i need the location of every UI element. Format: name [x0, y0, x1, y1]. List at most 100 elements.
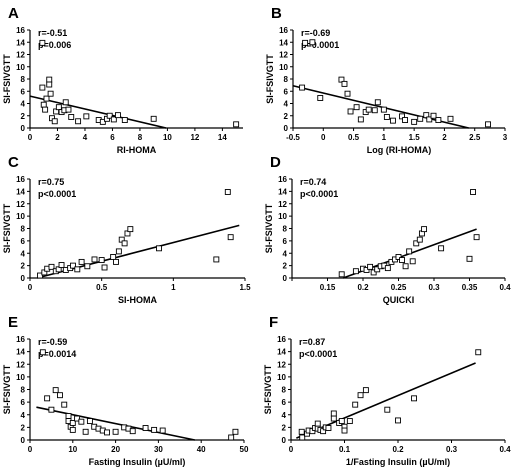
- data-point: [430, 112, 437, 119]
- y-tick-label: 0: [21, 436, 26, 445]
- data-point: [330, 410, 337, 417]
- y-tick-label: 2: [283, 262, 288, 271]
- x-tick-label: 30: [154, 445, 163, 454]
- panel-letter: A: [8, 5, 19, 22]
- y-tick-label: 6: [21, 398, 26, 407]
- y-tick-label: 2: [21, 423, 26, 432]
- data-point: [475, 349, 482, 356]
- data-point: [426, 116, 433, 123]
- y-axis-label: SI-FSIVGTT: [2, 364, 12, 414]
- data-point: [78, 418, 85, 425]
- data-point: [129, 428, 136, 435]
- y-tick-label: 0: [21, 124, 26, 133]
- y-axis-label: SI-FSIVGTT: [265, 54, 275, 104]
- data-point: [374, 266, 381, 273]
- data-point: [39, 39, 46, 46]
- panel-letter: E: [8, 314, 18, 331]
- x-tick-label: 0.15: [320, 283, 336, 292]
- data-point: [46, 81, 53, 88]
- x-tick-label: 2.5: [469, 133, 481, 142]
- data-point: [78, 258, 85, 265]
- x-tick-label: 1: [382, 133, 387, 142]
- y-tick-label: 0: [283, 274, 288, 283]
- data-point: [344, 90, 351, 97]
- panel-letter: D: [270, 154, 281, 171]
- y-tick-label: 6: [21, 87, 26, 96]
- data-point: [51, 118, 58, 125]
- data-point: [299, 84, 306, 91]
- y-tick-label: 10: [278, 212, 287, 221]
- y-tick-label: 16: [279, 26, 288, 35]
- x-tick-label: 0.5: [96, 283, 108, 292]
- data-point: [302, 39, 309, 46]
- data-point: [365, 106, 372, 113]
- x-tick-label: 10: [68, 445, 77, 454]
- data-point: [69, 426, 76, 433]
- data-point: [228, 434, 235, 441]
- y-tick-label: 0: [284, 124, 289, 133]
- data-point: [383, 114, 390, 120]
- data-point: [61, 401, 68, 408]
- x-axis-label: Fasting Insulin (µU/ml): [89, 457, 186, 467]
- x-axis-label: RI-HOMA: [117, 145, 157, 155]
- r-value: r=0.74: [300, 177, 326, 187]
- x-tick-label: 0.2: [392, 445, 404, 454]
- data-point: [423, 112, 430, 119]
- data-point: [121, 240, 128, 247]
- data-point: [380, 106, 387, 113]
- y-tick-label: 16: [278, 175, 287, 184]
- y-tick-label: 12: [16, 200, 25, 209]
- data-point: [330, 415, 337, 422]
- data-point: [362, 387, 369, 394]
- y-tick-label: 4: [21, 411, 26, 420]
- data-point: [367, 263, 374, 270]
- y-tick-label: 14: [279, 38, 288, 47]
- x-tick-label: 2: [442, 133, 447, 142]
- y-tick-label: 4: [21, 100, 26, 109]
- data-point: [99, 118, 106, 125]
- y-tick-label: 8: [284, 75, 289, 84]
- data-point: [466, 255, 473, 262]
- x-tick-label: 50: [240, 445, 249, 454]
- data-point: [65, 106, 72, 113]
- data-point: [101, 264, 108, 271]
- x-tick-label: -0.5: [286, 133, 300, 142]
- data-point: [473, 234, 480, 241]
- data-point: [384, 406, 391, 413]
- x-tick-label: 0.3: [446, 445, 458, 454]
- y-tick-label: 6: [284, 87, 289, 96]
- x-tick-label: 0.4: [499, 283, 511, 292]
- x-tick-label: 3: [503, 133, 508, 142]
- y-tick-label: 10: [16, 373, 25, 382]
- data-point: [363, 267, 370, 273]
- panel-f: F 0 2 4 6 8 10 12 14 16 0 0.1 0.2 0.3 0.4 1/Fasting Ins…: [263, 314, 511, 467]
- y-tick-label: 16: [277, 335, 286, 344]
- x-axis-label: QUICKI: [383, 295, 415, 305]
- data-point: [40, 101, 47, 108]
- data-point: [110, 116, 117, 123]
- y-tick-label: 10: [277, 373, 286, 382]
- y-tick-label: 4: [21, 249, 26, 258]
- data-point: [371, 107, 378, 114]
- data-point: [68, 114, 75, 120]
- x-tick-label: 0.1: [339, 445, 351, 454]
- x-tick-label: 6: [110, 133, 115, 142]
- data-point: [411, 395, 417, 402]
- y-tick-label: 12: [16, 51, 25, 60]
- data-point: [74, 266, 81, 273]
- x-axis-label: 1/Fasting Insulin (µU/ml): [346, 457, 450, 467]
- r-value: r=-0.69: [301, 28, 330, 38]
- y-tick-label: 12: [278, 200, 287, 209]
- y-axis-label: SI-FSIVGTT: [2, 54, 12, 104]
- x-tick-label: 1: [171, 283, 176, 292]
- data-point: [299, 434, 306, 441]
- data-point: [39, 84, 46, 91]
- y-tick-label: 2: [282, 423, 287, 432]
- y-tick-label: 6: [283, 237, 288, 246]
- y-tick-label: 12: [277, 360, 286, 369]
- y-tick-label: 2: [21, 112, 26, 121]
- data-point: [317, 95, 324, 101]
- data-point: [421, 226, 428, 233]
